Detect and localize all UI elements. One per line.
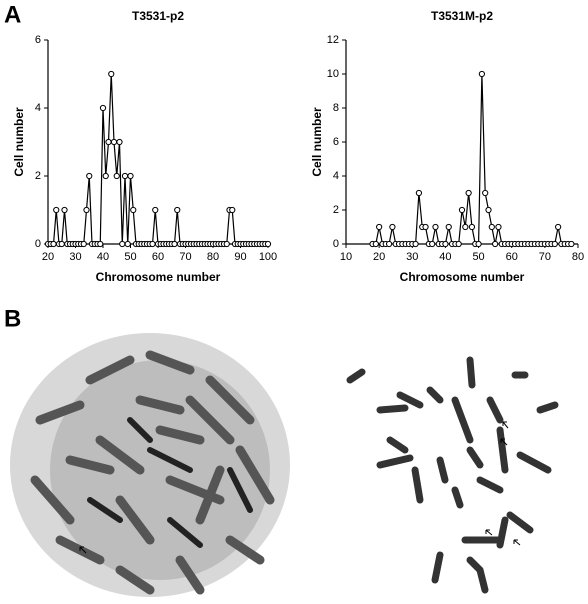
data-point xyxy=(152,206,159,214)
x-tick-label: 30 xyxy=(69,251,81,263)
data-point xyxy=(99,104,107,112)
data-point xyxy=(492,240,499,248)
data-point xyxy=(124,240,131,248)
data-point xyxy=(116,138,123,146)
x-tick-label: 100 xyxy=(259,251,277,263)
data-point xyxy=(119,240,126,248)
x-tick-label: 50 xyxy=(472,251,484,263)
data-point xyxy=(389,223,396,231)
y-tick-label: 6 xyxy=(35,34,41,46)
micrograph-arrows xyxy=(79,421,521,554)
data-point xyxy=(53,206,60,214)
data-point xyxy=(445,223,452,231)
data-point xyxy=(551,240,558,248)
data-point xyxy=(429,240,436,248)
x-tick-label: 80 xyxy=(572,251,584,263)
data-point xyxy=(468,223,476,231)
data-point xyxy=(149,240,156,248)
data-point xyxy=(80,240,87,248)
data-point xyxy=(113,172,120,180)
data-point xyxy=(110,138,118,146)
data-point xyxy=(415,189,423,197)
y-tick-label: 4 xyxy=(35,102,41,114)
data-point xyxy=(83,206,90,214)
x-tick-label: 40 xyxy=(97,251,109,263)
data-point xyxy=(478,70,485,78)
y-tick-label: 4 xyxy=(333,170,339,182)
data-point xyxy=(462,223,469,231)
chart-title: T3531M-p2 xyxy=(431,9,493,23)
data-point xyxy=(432,223,439,231)
data-point xyxy=(422,223,429,231)
x-tick-label: 20 xyxy=(373,251,385,263)
data-point xyxy=(568,240,575,248)
data-point xyxy=(58,240,65,248)
x-tick-label: 50 xyxy=(124,251,136,263)
data-point xyxy=(105,138,112,146)
data-point xyxy=(488,223,495,231)
data-point xyxy=(376,223,383,231)
data-point xyxy=(97,240,104,248)
data-point xyxy=(412,240,419,248)
panel-label: A xyxy=(4,1,21,28)
data-point xyxy=(455,240,462,248)
data-point xyxy=(50,240,57,248)
y-axis-label: Cell number xyxy=(12,107,26,177)
data-point xyxy=(485,206,492,214)
data-point xyxy=(223,240,230,248)
x-tick-label: 20 xyxy=(42,251,54,263)
data-point xyxy=(108,70,115,78)
y-tick-label: 6 xyxy=(333,136,339,148)
data-point xyxy=(86,172,93,180)
data-line xyxy=(48,73,268,245)
data-point xyxy=(465,189,472,197)
data-point xyxy=(385,240,393,248)
x-axis-label: Chromosome number xyxy=(400,270,525,284)
y-tick-label: 10 xyxy=(327,68,339,80)
data-point xyxy=(442,240,449,248)
x-axis-label: Chromosome number xyxy=(96,270,221,284)
y-tick-label: 0 xyxy=(333,238,339,250)
y-tick-label: 2 xyxy=(35,170,41,182)
x-tick-label: 60 xyxy=(152,251,164,263)
data-point xyxy=(102,172,109,180)
x-tick-label: 90 xyxy=(234,251,246,263)
chart-title: T3531-p2 xyxy=(132,9,184,23)
data-point xyxy=(171,240,178,248)
data-point xyxy=(555,223,562,231)
data-point xyxy=(458,206,466,214)
y-tick-label: 0 xyxy=(35,238,41,250)
x-tick-label: 60 xyxy=(506,251,518,263)
micrograph-right xyxy=(346,356,559,594)
data-point xyxy=(372,240,379,248)
x-tick-label: 80 xyxy=(207,251,219,263)
data-point xyxy=(121,172,129,180)
x-tick-label: 70 xyxy=(179,251,191,263)
data-point xyxy=(475,240,482,248)
x-tick-label: 10 xyxy=(340,251,352,263)
data-point xyxy=(495,223,502,231)
data-point xyxy=(174,206,181,214)
data-point xyxy=(127,172,134,180)
micrograph-left xyxy=(10,333,290,597)
data-point xyxy=(130,206,137,214)
data-point xyxy=(61,206,68,214)
y-tick-label: 2 xyxy=(333,204,339,216)
panel-label: B xyxy=(4,305,21,332)
data-point xyxy=(229,206,236,214)
data-point xyxy=(482,189,489,197)
data-line xyxy=(372,73,572,245)
y-axis-label: Cell number xyxy=(310,107,324,177)
y-tick-label: 12 xyxy=(327,34,339,46)
x-tick-label: 30 xyxy=(406,251,418,263)
data-point xyxy=(264,240,272,248)
x-tick-label: 40 xyxy=(439,251,451,263)
y-tick-label: 8 xyxy=(333,102,339,114)
x-tick-label: 70 xyxy=(539,251,551,263)
